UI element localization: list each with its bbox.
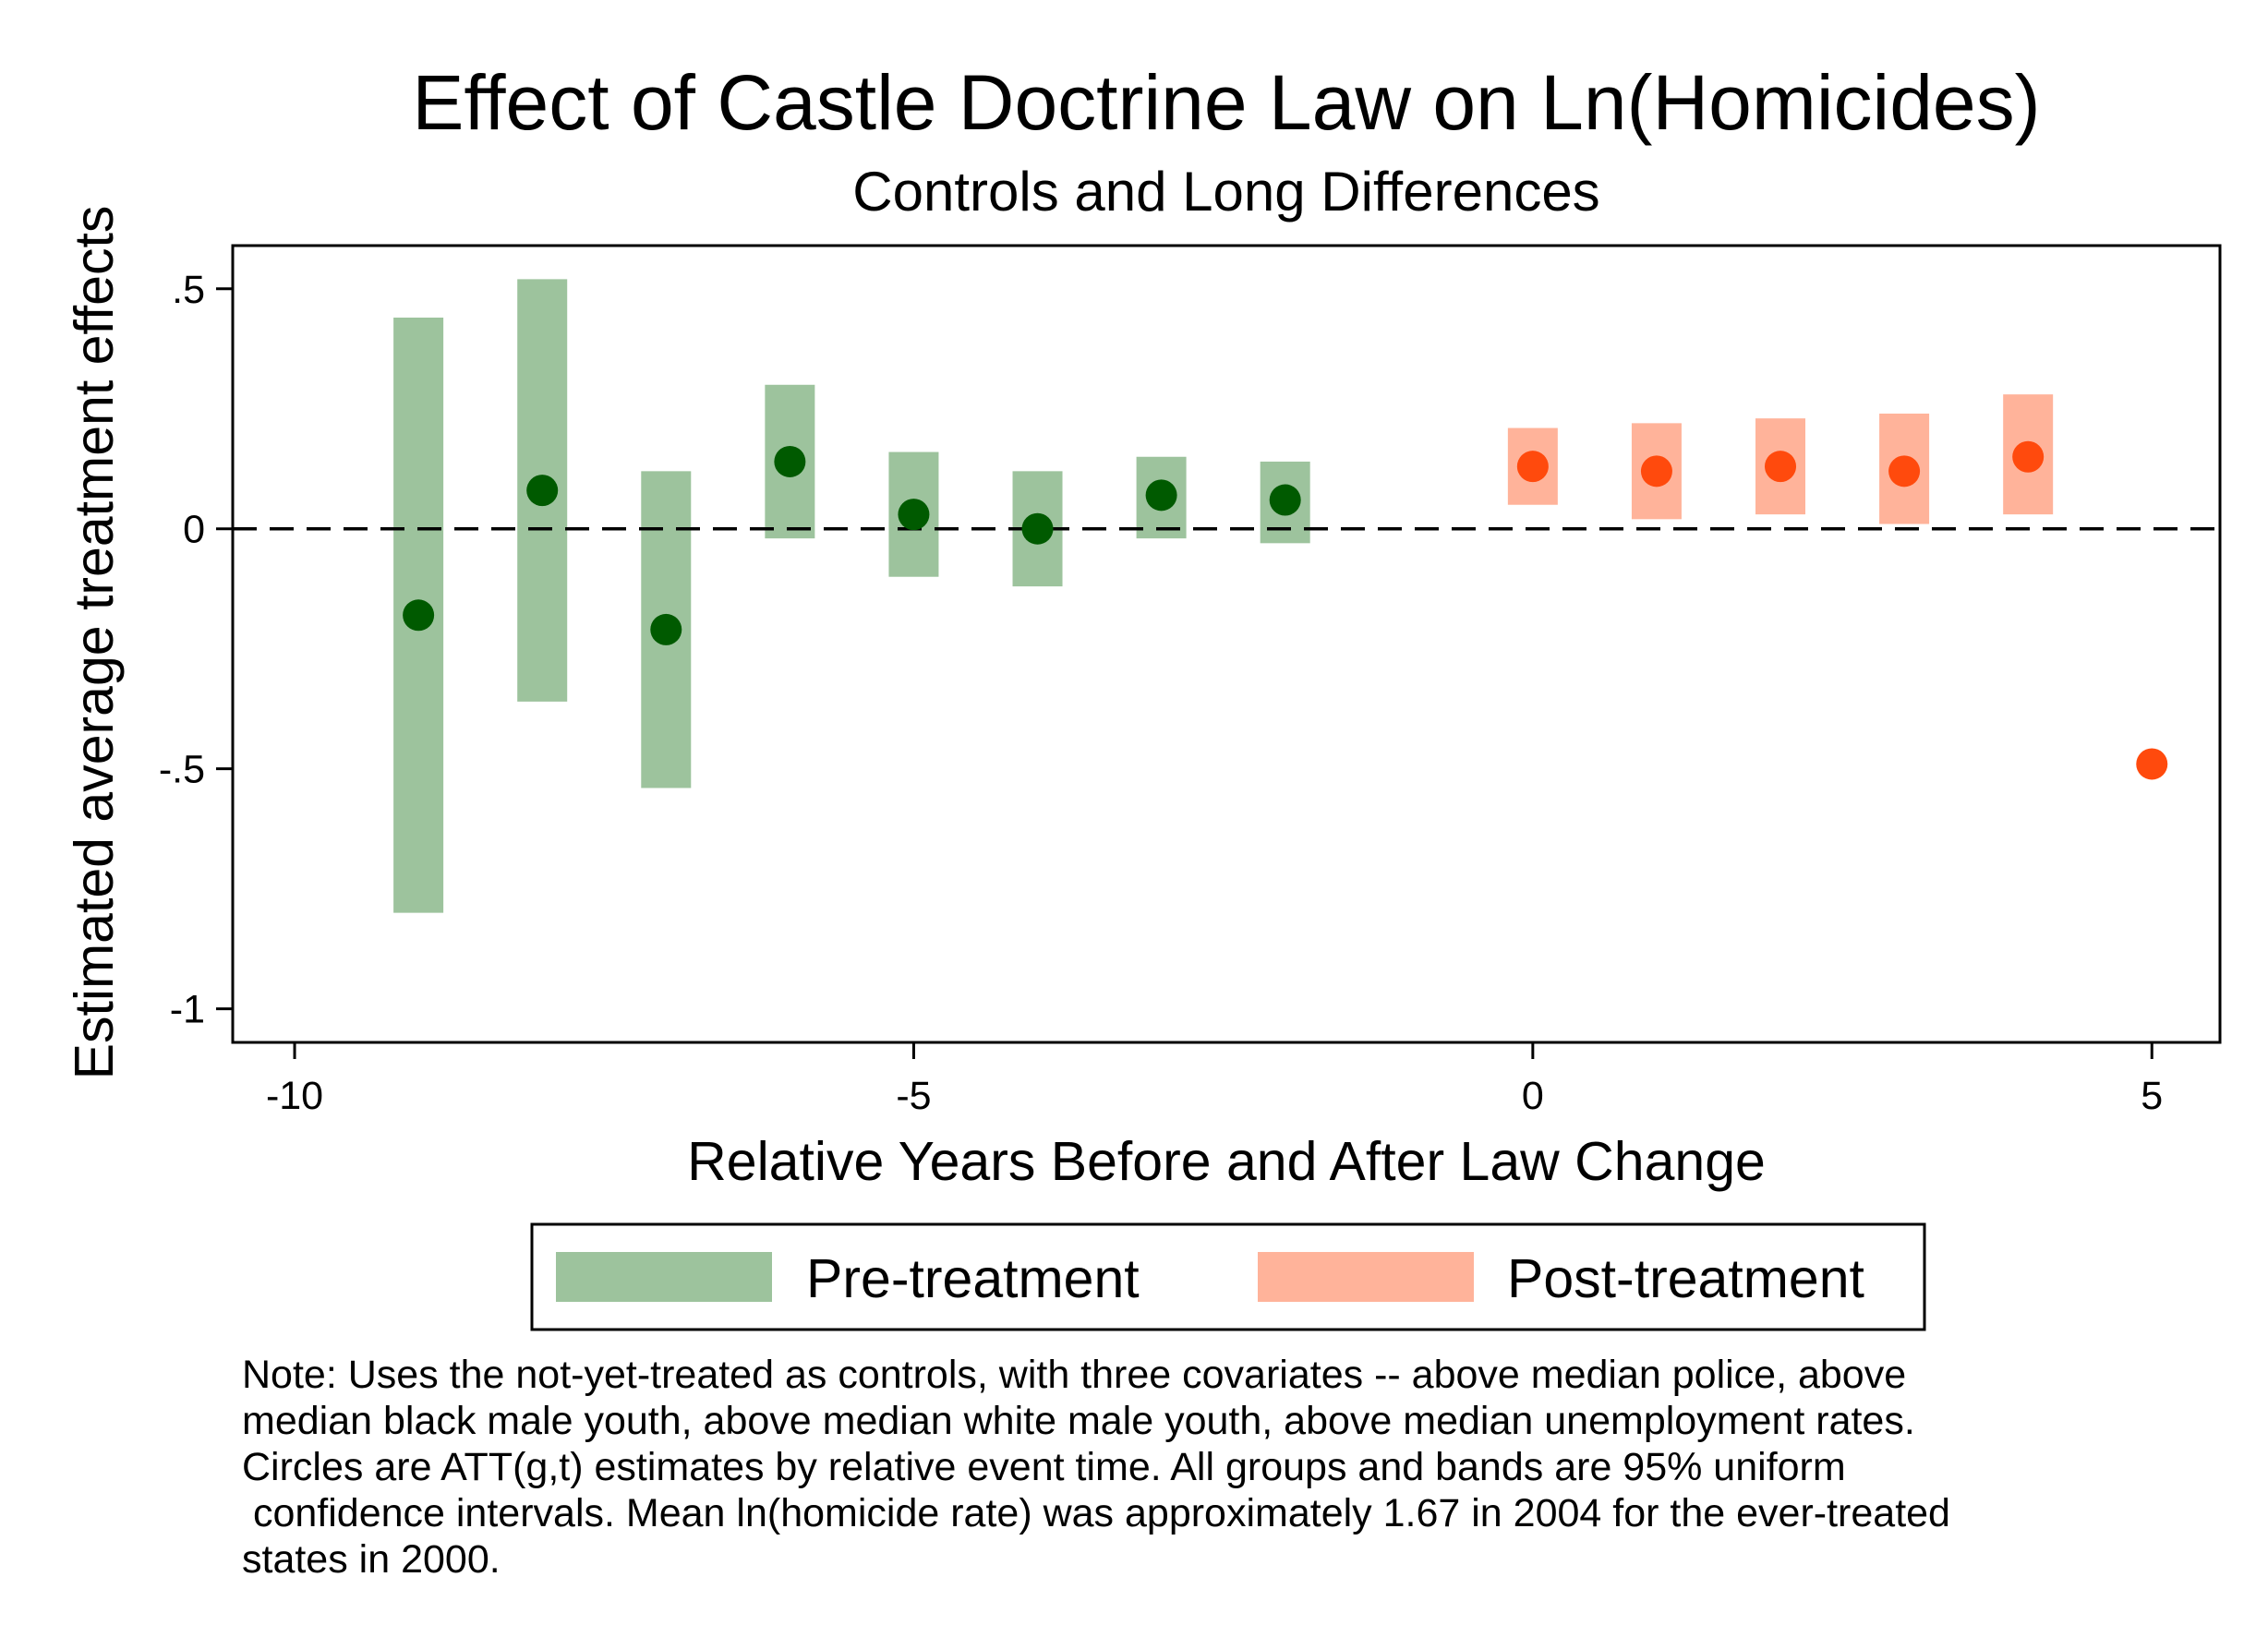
chart-title: Effect of Castle Doctrine Law on Ln(Homi… <box>412 59 2040 146</box>
note-line: median black male youth, above median wh… <box>242 1399 1915 1443</box>
y-axis-label: Estimated average treatment effects <box>64 206 125 1080</box>
y-tick-label: -1 <box>170 988 205 1032</box>
plot-area: .5 0 -.5 -1 -10 -5 0 5 <box>159 244 2222 1118</box>
chart-subtitle: Controls and Long Differences <box>852 161 1599 223</box>
att-point-pre <box>1269 484 1301 516</box>
att-point-pre <box>1021 512 1054 545</box>
note-line: confidence intervals. Mean ln(homicide r… <box>242 1491 1950 1535</box>
legend-swatch-post-treatment <box>1258 1252 1474 1302</box>
att-point-pre <box>774 445 806 477</box>
legend: Pre-treatment Post-treatment <box>530 1222 1926 1331</box>
x-tick-label: 0 <box>1522 1074 1544 1118</box>
att-point-post <box>1640 455 1672 487</box>
att-point-pre <box>1145 479 1177 512</box>
y-tick-label: 0 <box>183 508 205 552</box>
att-point-post <box>2136 748 2168 780</box>
x-tick-label: -5 <box>896 1074 931 1118</box>
legend-swatch-pre-treatment <box>556 1252 772 1302</box>
x-tick-label: 5 <box>2141 1074 2163 1118</box>
legend-label-pre-treatment: Pre-treatment <box>806 1248 1140 1309</box>
att-point-post <box>1516 451 1549 483</box>
figure-note: Note: Uses the not-yet-treated as contro… <box>242 1352 2255 1583</box>
att-point-post <box>1888 455 1921 487</box>
legend-label-post-treatment: Post-treatment <box>1507 1248 1864 1309</box>
att-point-post <box>2012 440 2045 473</box>
note-line: states in 2000. <box>242 1537 501 1582</box>
x-axis-label: Relative Years Before and After Law Chan… <box>687 1131 1766 1192</box>
att-point-post <box>1765 451 1797 483</box>
y-tick-label: .5 <box>172 268 205 312</box>
note-line: Circles are ATT(g,t) estimates by relati… <box>242 1445 1846 1489</box>
att-point-pre <box>403 599 435 632</box>
note-line: Note: Uses the not-yet-treated as contro… <box>242 1353 1907 1397</box>
att-point-pre <box>526 475 559 507</box>
y-tick-label: -.5 <box>159 748 205 792</box>
x-tick-label: -10 <box>266 1074 323 1118</box>
att-point-pre <box>898 499 930 531</box>
att-point-pre <box>650 613 682 645</box>
